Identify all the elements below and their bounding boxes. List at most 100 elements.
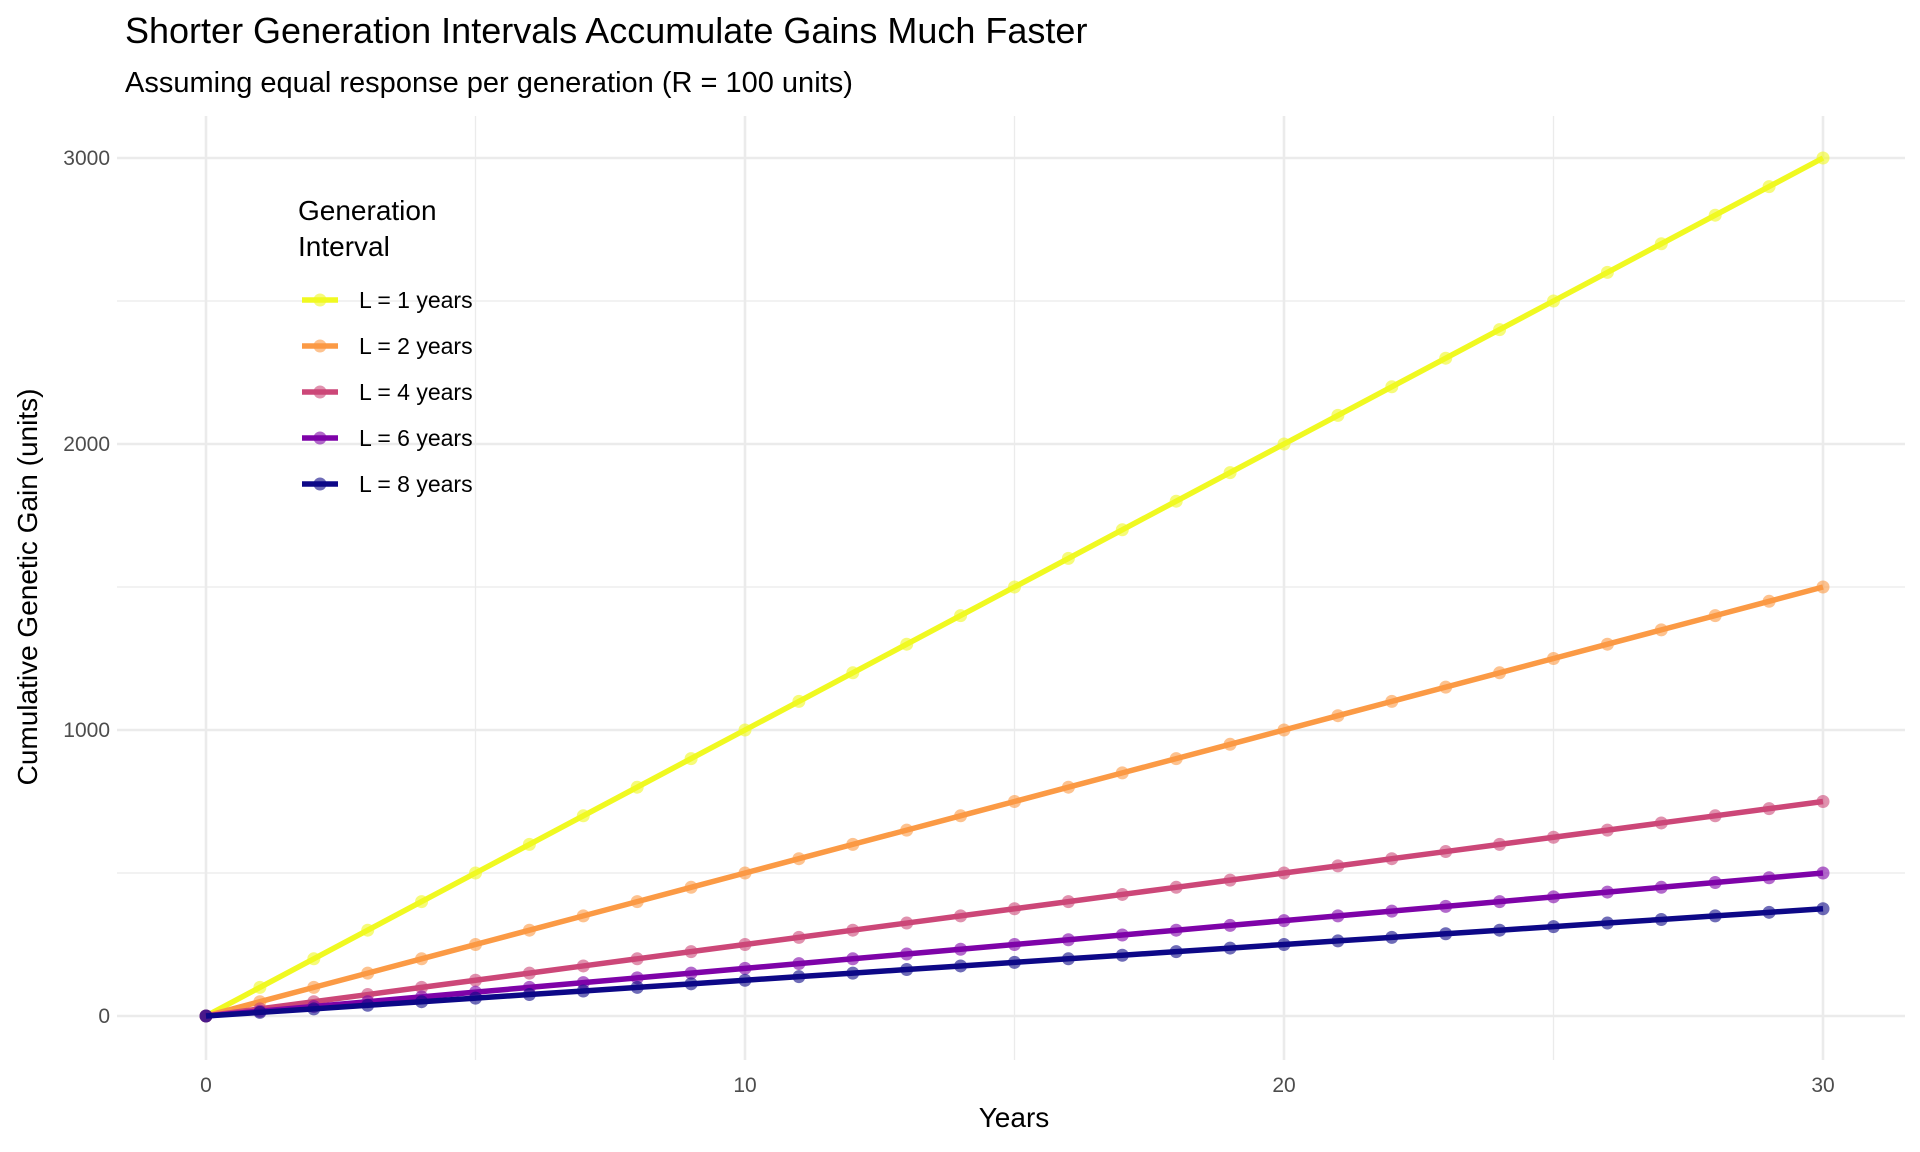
legend-title-line-2: Interval <box>298 231 390 262</box>
data-point <box>630 952 644 966</box>
series-l-2-years <box>199 580 1830 1023</box>
data-point <box>738 723 752 737</box>
data-point <box>469 866 482 880</box>
data-point <box>1547 830 1560 844</box>
data-point <box>1816 580 1830 594</box>
data-point <box>576 909 590 923</box>
data-point <box>1223 466 1237 480</box>
data-point <box>630 895 644 909</box>
data-point <box>307 980 321 994</box>
data-point <box>954 909 968 923</box>
data-point <box>1331 859 1345 873</box>
data-point <box>1493 323 1507 337</box>
data-point <box>361 998 375 1012</box>
data-point <box>576 959 590 973</box>
data-point <box>1169 923 1183 937</box>
data-point <box>576 809 590 823</box>
data-point <box>954 942 968 956</box>
data-point <box>1115 523 1129 537</box>
chart-subtitle: Assuming equal response per generation (… <box>125 67 853 99</box>
data-point <box>361 966 375 980</box>
data-point <box>1385 930 1399 944</box>
data-point <box>684 966 698 980</box>
data-point <box>900 947 914 961</box>
data-point <box>1061 895 1075 909</box>
data-point <box>1708 809 1722 823</box>
data-point <box>1654 623 1668 637</box>
legend-label: L = 4 years <box>359 379 473 405</box>
data-point <box>1277 938 1291 951</box>
data-point <box>1385 694 1399 708</box>
data-point <box>684 977 698 991</box>
data-point <box>630 980 644 994</box>
data-point <box>792 694 806 708</box>
data-point <box>846 666 860 680</box>
data-point <box>1762 594 1776 608</box>
data-point <box>1547 652 1560 665</box>
legend-item: L = 6 years <box>302 425 473 451</box>
data-point <box>1169 494 1183 508</box>
data-point <box>1762 905 1776 919</box>
data-point <box>1385 380 1399 394</box>
series-l-1-years <box>199 151 1830 1023</box>
data-point <box>954 609 968 623</box>
data-point <box>684 880 698 894</box>
data-point <box>1008 580 1021 594</box>
x-tick-label: 10 <box>733 1074 756 1097</box>
data-point <box>1223 873 1237 887</box>
data-point <box>307 1002 321 1016</box>
data-point <box>1654 880 1668 894</box>
data-point <box>522 923 536 937</box>
data-point <box>1331 408 1345 422</box>
data-point <box>415 952 429 966</box>
data-point <box>684 945 698 959</box>
data-point <box>792 930 806 944</box>
x-axis-title: Years <box>979 1102 1050 1133</box>
legend-title-line-1: Generation <box>298 195 437 226</box>
data-point <box>1115 928 1129 942</box>
data-point <box>1061 952 1075 966</box>
data-point <box>738 961 752 975</box>
data-point <box>684 752 698 766</box>
y-tick-label: 1000 <box>63 719 110 742</box>
axis-ticks: 0 10 20 30 0 1000 2000 3000 <box>63 147 1834 1097</box>
data-point <box>1169 752 1183 766</box>
legend: Generation Interval L = 1 years L = 2 yea… <box>298 195 473 497</box>
y-tick-label: 2000 <box>63 433 110 456</box>
data-point <box>1708 609 1722 623</box>
data-point <box>846 952 860 966</box>
data-point <box>792 957 806 971</box>
data-point <box>1547 890 1560 904</box>
data-point <box>307 952 321 966</box>
data-point <box>1223 941 1237 955</box>
data-point <box>846 966 860 980</box>
data-point <box>1439 351 1453 365</box>
data-point <box>1223 918 1237 932</box>
data-point <box>738 938 752 951</box>
data-point <box>1816 795 1830 808</box>
data-point <box>522 837 536 851</box>
legend-key-point <box>313 431 327 445</box>
data-point <box>522 966 536 980</box>
data-point <box>1493 923 1507 937</box>
data-point <box>1277 437 1291 451</box>
data-point <box>1547 920 1560 934</box>
data-point <box>1277 723 1291 737</box>
data-point <box>415 980 429 994</box>
legend-key-point <box>313 293 327 307</box>
data-point <box>1061 933 1075 947</box>
x-tick-label: 0 <box>200 1074 212 1097</box>
data-point <box>1816 866 1830 880</box>
data-point <box>253 980 267 994</box>
legend-key-point <box>313 477 327 491</box>
data-point <box>900 916 914 930</box>
data-point <box>1169 945 1183 959</box>
legend-label: L = 1 years <box>359 287 473 313</box>
data-point <box>1708 876 1722 890</box>
data-point <box>1708 909 1722 923</box>
data-point <box>630 971 644 985</box>
data-point <box>630 780 644 794</box>
data-point <box>1600 916 1614 930</box>
data-point <box>1439 927 1453 941</box>
data-point <box>1600 637 1614 651</box>
